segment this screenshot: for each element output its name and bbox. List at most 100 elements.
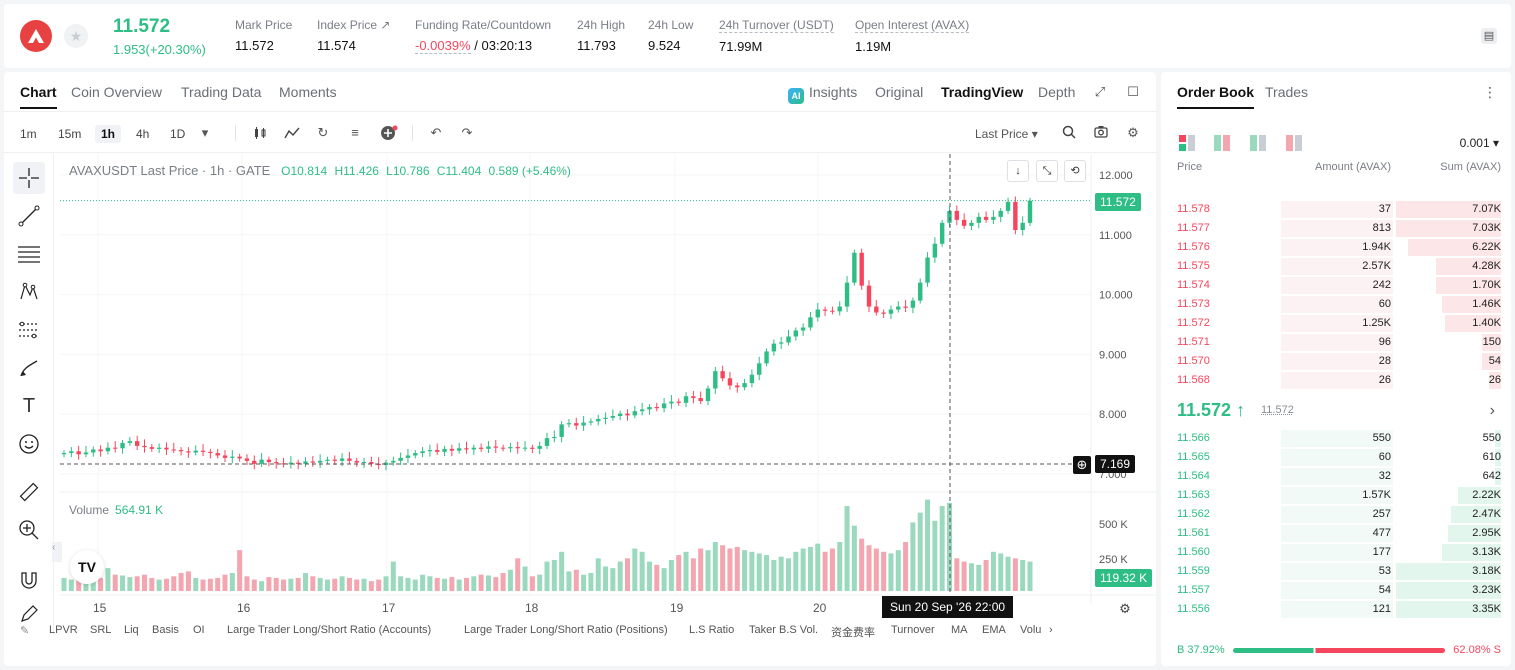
fib-icon[interactable] (13, 314, 45, 346)
emoji-icon[interactable] (13, 428, 45, 460)
redo-icon[interactable]: ↷ (461, 125, 473, 140)
ask-row[interactable]: 11.576 1.94K 6.22K (1161, 238, 1511, 257)
magnet-icon[interactable] (13, 564, 45, 596)
indicator-item[interactable]: SRL (90, 624, 112, 636)
indicator-item[interactable]: OI (193, 624, 205, 636)
ruler-icon[interactable] (13, 476, 45, 508)
arrow-down-icon[interactable]: ↓ (1007, 160, 1029, 182)
tab-coin-overview[interactable]: Coin Overview (71, 84, 163, 100)
text-tool-icon[interactable]: T (22, 394, 36, 417)
tab-order-book[interactable]: Order Book (1177, 84, 1255, 109)
more-options-icon[interactable]: ⋮ (1483, 84, 1497, 100)
price-type-select[interactable]: Last Price ▾ (975, 127, 1038, 141)
ask-row[interactable]: 11.568 26 26 (1161, 371, 1511, 390)
replay-icon[interactable]: ↻ (317, 125, 329, 140)
indicator-item[interactable]: Liq (124, 624, 139, 636)
bid-row[interactable]: 11.564 32 642 (1161, 467, 1511, 486)
timeframe-1d[interactable]: 1D (170, 127, 186, 141)
bid-row[interactable]: 11.557 54 3.23K (1161, 581, 1511, 600)
favorite-star-icon[interactable]: ★ (64, 24, 88, 48)
indicator-item[interactable]: Basis (152, 624, 179, 636)
candle-type-icon[interactable] (252, 125, 268, 141)
bid-row[interactable]: 11.559 53 3.18K (1161, 562, 1511, 581)
view-mode-both-icon[interactable] (1179, 135, 1195, 154)
chart-settings-icon[interactable]: ⚙ (1119, 601, 1131, 616)
candle-body (215, 453, 220, 456)
horizontal-lines-icon[interactable] (13, 238, 45, 270)
tab-trades[interactable]: Trades (1265, 84, 1309, 100)
indicator-item[interactable]: 资金费率 (831, 627, 875, 639)
templates-icon[interactable]: ≡ (351, 125, 359, 140)
view-mode-bids-icon[interactable] (1250, 135, 1266, 154)
candle-body (252, 460, 257, 464)
indicator-edit-icon[interactable]: ✎ (20, 625, 30, 637)
pencil-lock-icon[interactable] (13, 598, 45, 630)
stat-index-price[interactable]: Index Price ↗ 11.574 (317, 18, 391, 53)
indicator-item[interactable]: MA (951, 624, 968, 636)
view-mode-split-icon[interactable] (1214, 135, 1230, 154)
add-indicator-icon[interactable] (380, 125, 398, 141)
bid-row[interactable]: 11.561 477 2.95K (1161, 524, 1511, 543)
ask-row[interactable]: 11.573 60 1.46K (1161, 295, 1511, 314)
ask-row[interactable]: 11.575 2.57K 4.28K (1161, 257, 1511, 276)
view-depth[interactable]: Depth (1038, 84, 1076, 100)
add-alert-icon[interactable]: ⊕ (1073, 456, 1091, 474)
undo-icon[interactable]: ↶ (430, 125, 442, 140)
fullscreen-icon[interactable]: ☐ (1127, 84, 1139, 99)
indicator-item[interactable]: Taker B.S Vol. (749, 624, 819, 636)
chevron-right-icon[interactable]: › (1049, 624, 1053, 636)
chevron-right-icon[interactable]: › (1489, 402, 1495, 419)
tab-trading-data[interactable]: Trading Data (181, 84, 262, 100)
ask-row[interactable]: 11.578 37 7.07K (1161, 200, 1511, 219)
settings-gear-icon[interactable]: ⚙ (1127, 125, 1139, 140)
indicator-item[interactable]: Large Trader Long/Short Ratio (Positions… (464, 624, 668, 636)
view-insights[interactable]: AI Insights (788, 84, 857, 104)
tradingview-logo-icon[interactable]: TV (70, 550, 104, 584)
indicator-item[interactable]: Large Trader Long/Short Ratio (Accounts) (227, 624, 432, 636)
expand-icon[interactable]: ⤢ (1094, 84, 1106, 99)
brush-icon[interactable] (13, 352, 45, 384)
timeframe-4h[interactable]: 4h (136, 127, 150, 141)
indicator-item[interactable]: LPVR (49, 624, 78, 636)
crosshair-icon[interactable] (13, 162, 45, 194)
ask-row[interactable]: 11.570 28 54 (1161, 352, 1511, 371)
ask-row[interactable]: 11.574 242 1.70K (1161, 276, 1511, 295)
precision-select[interactable]: 0.001 ▾ (1459, 136, 1499, 150)
zoom-in-icon[interactable] (13, 514, 45, 546)
collapse-icon[interactable]: ⤡ (1036, 160, 1058, 182)
bid-row[interactable]: 11.560 177 3.13K (1161, 543, 1511, 562)
bid-row[interactable]: 11.563 1.57K 2.22K (1161, 486, 1511, 505)
timeframe-1m[interactable]: 1m (20, 127, 37, 141)
ask-row[interactable]: 11.572 1.25K 1.40K (1161, 314, 1511, 333)
view-tradingview[interactable]: TradingView (941, 84, 1024, 100)
tab-moments[interactable]: Moments (279, 84, 337, 100)
indicator-item[interactable]: EMA (982, 624, 1006, 636)
camera-icon[interactable] (1093, 125, 1109, 141)
ask-row[interactable]: 11.577 813 7.03K (1161, 219, 1511, 238)
bid-row[interactable]: 11.556 121 3.35K (1161, 600, 1511, 619)
pattern-icon[interactable] (13, 276, 45, 308)
ask-row[interactable]: 11.571 96 150 (1161, 333, 1511, 352)
candle-body (866, 285, 872, 307)
bid-row[interactable]: 11.562 257 2.47K (1161, 505, 1511, 524)
bid-row[interactable]: 11.565 60 610 (1161, 448, 1511, 467)
view-mode-asks-icon[interactable] (1286, 135, 1302, 154)
bid-sum: 642 (1482, 470, 1501, 482)
tab-chart[interactable]: Chart (20, 84, 57, 109)
chevron-down-icon[interactable]: ▾ (201, 125, 209, 140)
indicator-item[interactable]: Volu (1020, 624, 1042, 636)
reset-icon[interactable]: ⟲ (1064, 160, 1086, 182)
indicator-item[interactable]: L.S Ratio (689, 624, 735, 636)
timeframe-1h[interactable]: 1h (95, 125, 122, 143)
indicator-item[interactable]: Turnover (891, 624, 935, 636)
trend-line-icon[interactable] (13, 200, 45, 232)
collapse-toolbar-icon[interactable]: ‹ (52, 542, 62, 562)
volume-bar (910, 522, 916, 591)
book-icon[interactable]: ▤ (1481, 28, 1497, 44)
view-original[interactable]: Original (875, 84, 924, 100)
bid-row[interactable]: 11.566 550 550 (1161, 429, 1511, 448)
timeframe-15m[interactable]: 15m (58, 127, 82, 141)
indicators-icon[interactable] (284, 125, 300, 141)
search-icon[interactable] (1061, 125, 1077, 141)
